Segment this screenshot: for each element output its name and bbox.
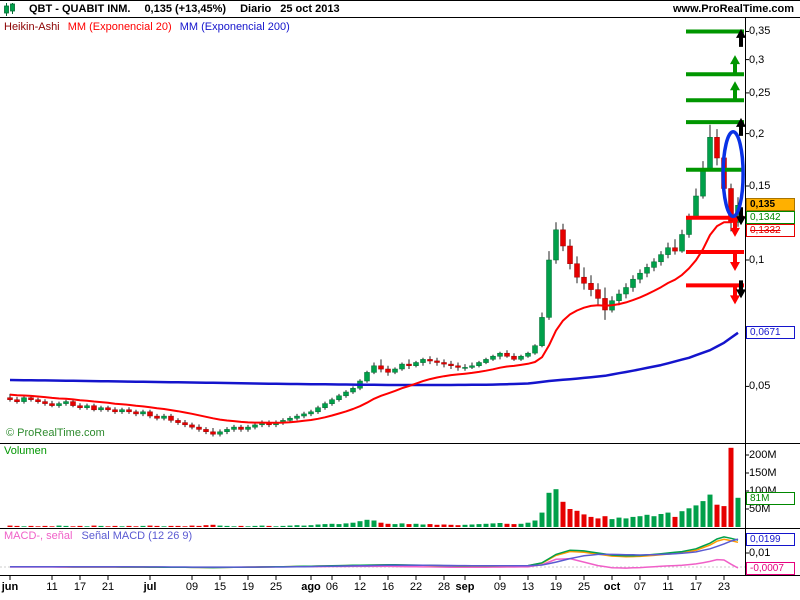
chart-header: QBT - QUABIT INM. 0,135 (+13,45%) Diario… — [0, 0, 800, 17]
macd-legend-signal: Señal MACD (12 26 9) — [81, 530, 193, 542]
watermark: © ProRealTime.com — [6, 427, 105, 439]
legend-heikin-ashi: Heikin-Ashi — [4, 21, 60, 33]
main-chart-legend: Heikin-Ashi MM (Exponencial 20) MM (Expo… — [4, 21, 290, 33]
last-price-change: 0,135 (+13,45%) — [144, 3, 227, 15]
prorealtime-link[interactable]: www.ProRealTime.com — [672, 3, 794, 15]
candlestick-icon — [4, 2, 15, 16]
macd-legend: MACD-, señal Señal MACD (12 26 9) — [4, 530, 192, 542]
date-label: 25 oct 2013 — [280, 3, 340, 15]
price-axis[interactable] — [746, 18, 800, 575]
legend-ema20: MM (Exponencial 20) — [67, 21, 172, 33]
legend-ema200: MM (Exponencial 200) — [179, 21, 290, 33]
macd-legend-histogram: MACD-, señal — [4, 530, 73, 542]
time-axis[interactable] — [0, 576, 745, 600]
symbol-title: QBT - QUABIT INM. — [29, 3, 131, 15]
timeframe-label: Diario — [240, 3, 272, 15]
volume-legend: Volumen — [4, 445, 47, 457]
